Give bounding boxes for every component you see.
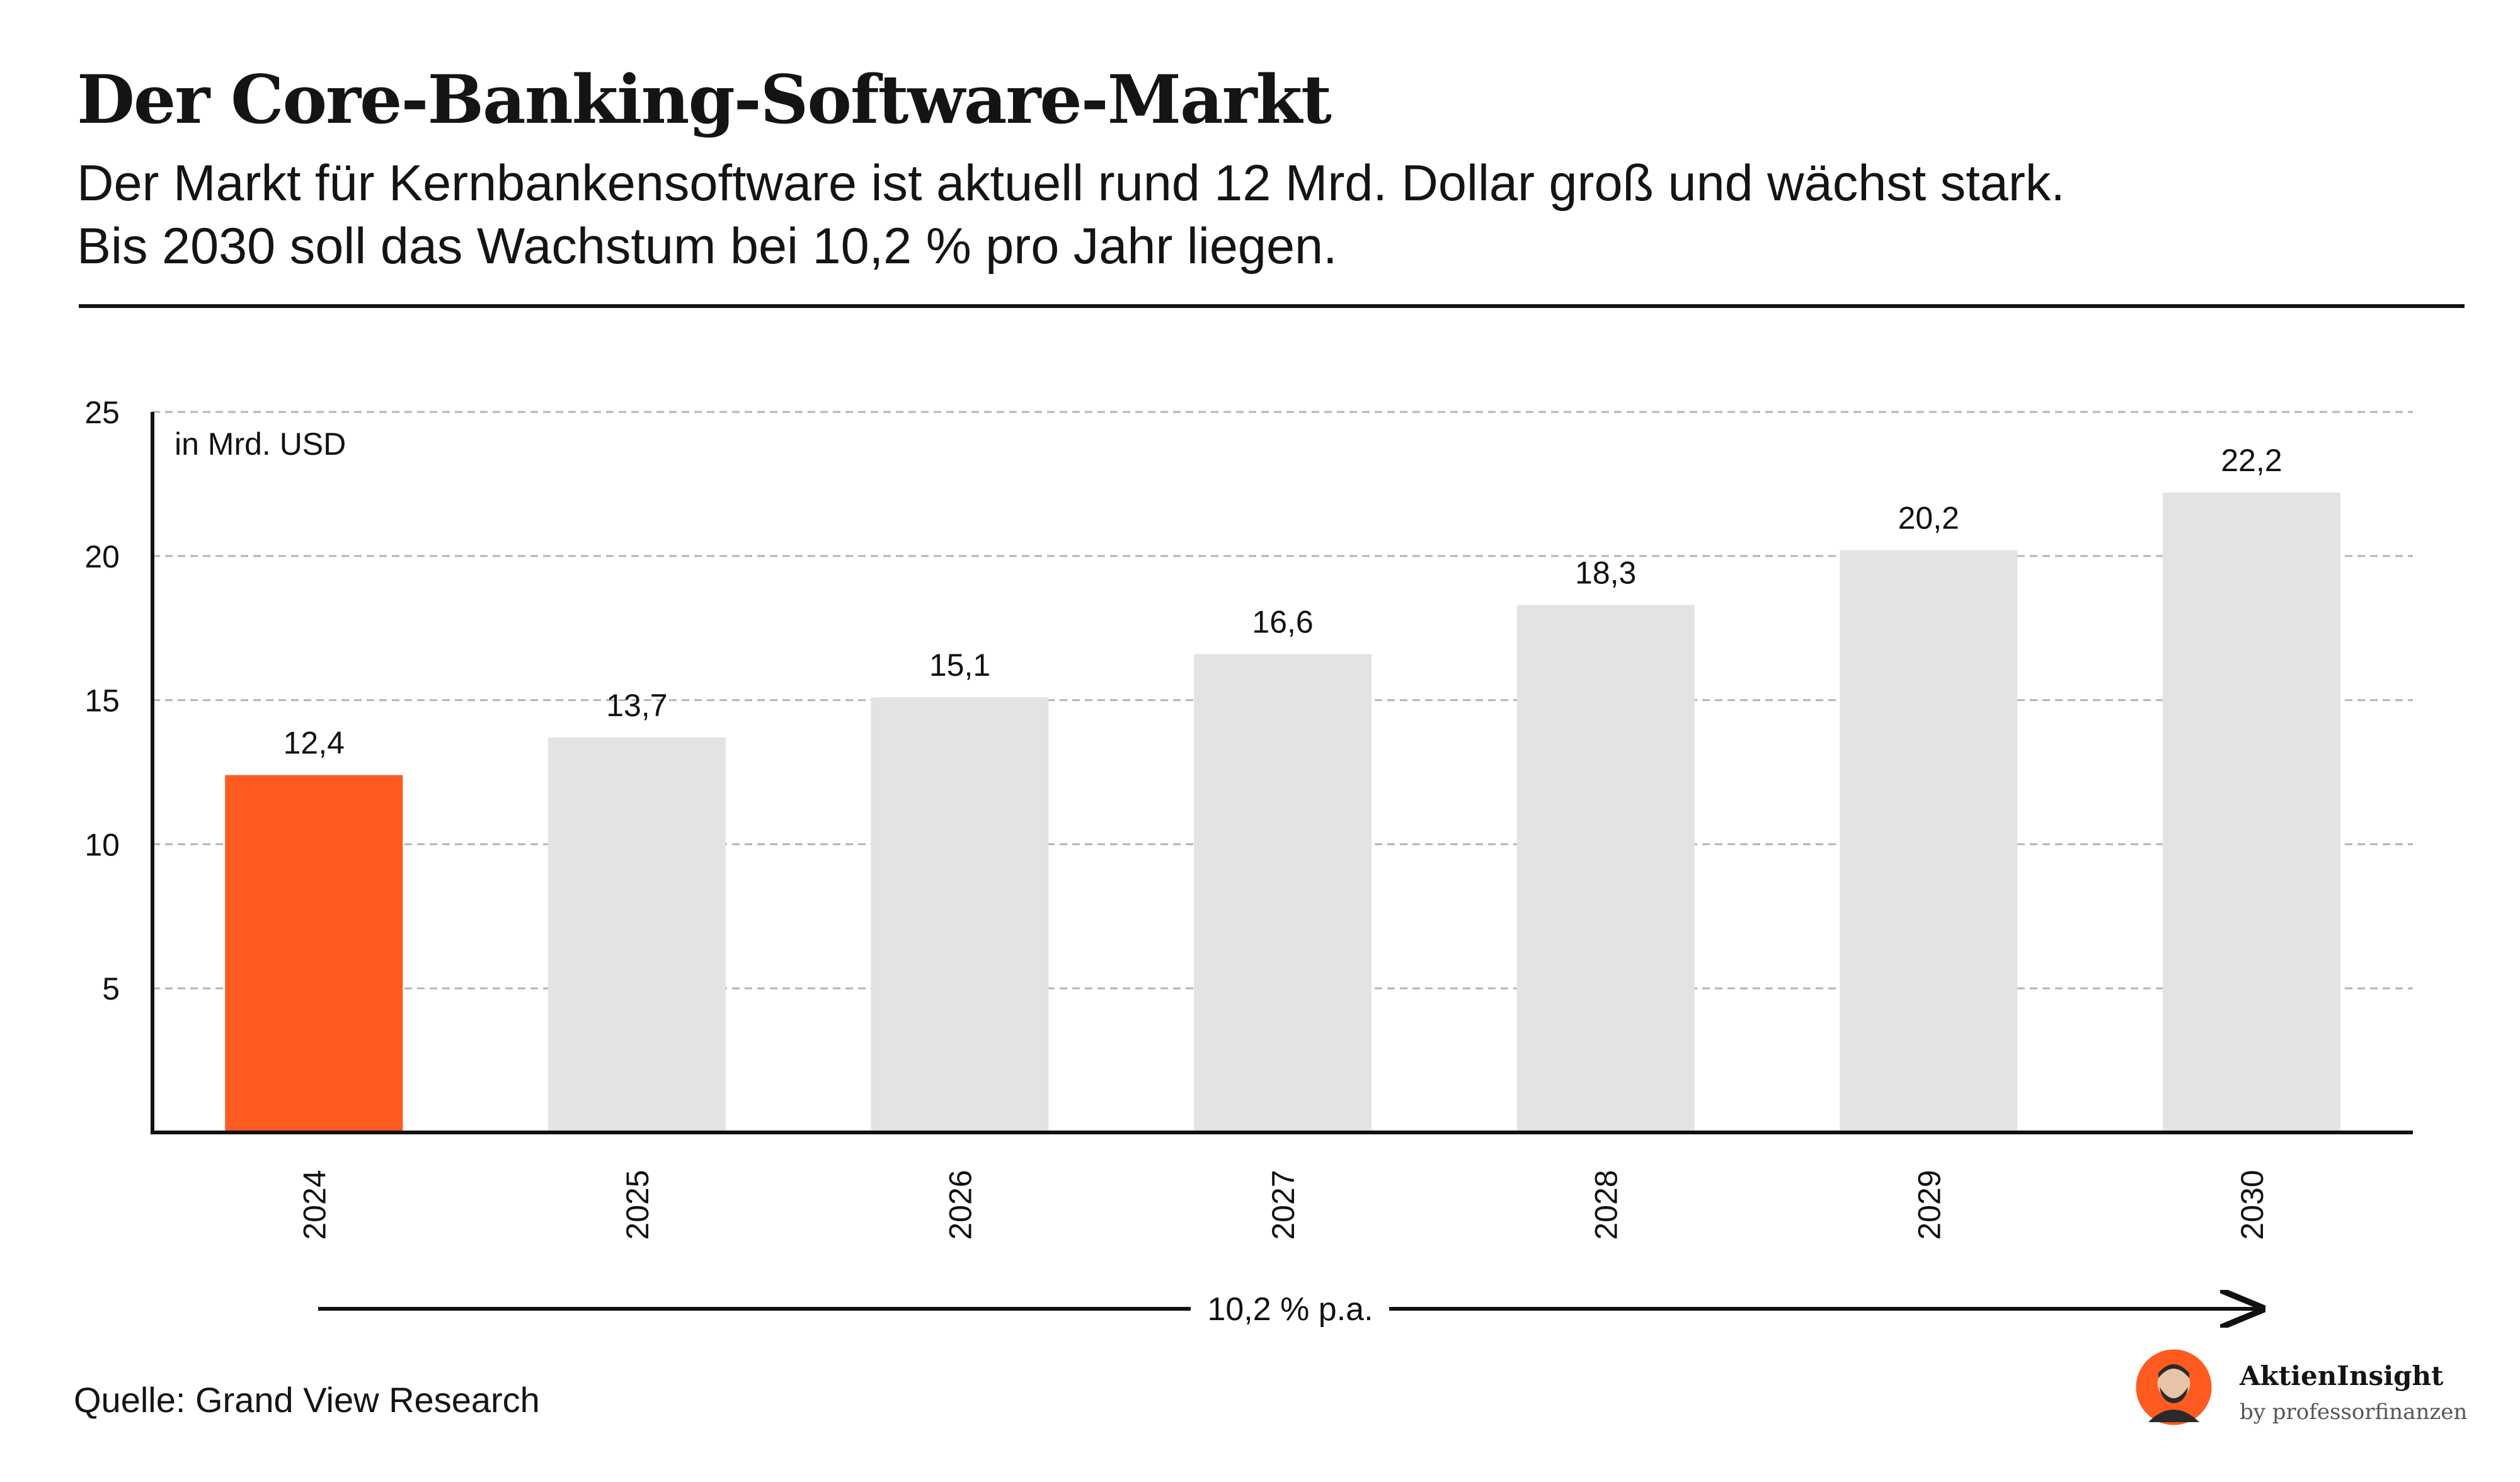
x-tick-label: 2026 — [943, 1170, 978, 1240]
value-label: 20,2 — [1898, 501, 1959, 536]
y-tick-label: 10 — [84, 827, 120, 862]
axes — [151, 412, 2413, 1134]
source-note: Quelle: Grand View Research — [74, 1380, 540, 1420]
value-label: 13,7 — [606, 688, 667, 723]
chart-title: Der Core-Banking-Software-Markt — [77, 60, 1332, 139]
x-tick-label: 2029 — [1911, 1170, 1947, 1240]
y-tick-label: 15 — [84, 683, 120, 719]
grid-lines — [152, 411, 2413, 989]
bar-2026 — [871, 697, 1049, 1132]
value-label: 12,4 — [284, 726, 345, 761]
value-label: 16,6 — [1252, 604, 1313, 639]
header-divider — [79, 304, 2465, 308]
bar-2030 — [2162, 493, 2340, 1132]
chart-subtitle-line-2: Bis 2030 soll das Wachstum bei 10,2 % pr… — [77, 218, 1337, 275]
bar-2027 — [1194, 654, 1372, 1132]
x-tick-label: 2027 — [1266, 1170, 1301, 1240]
chart-subtitle-line-1: Der Markt für Kernbankensoftware ist akt… — [77, 155, 2065, 212]
brand-name: AktienInsight — [2240, 1360, 2444, 1391]
x-tick-label: 2028 — [1589, 1170, 1624, 1240]
x-tick-label: 2024 — [297, 1170, 332, 1240]
y-tick-label: 25 — [84, 395, 120, 430]
x-tick-labels: 2024 2025 2026 2027 2028 2029 2030 — [297, 1170, 2270, 1240]
unit-label: in Mrd. USD — [175, 426, 346, 462]
value-label: 18,3 — [1575, 556, 1636, 591]
brand-tagline: by professorfinanzen — [2240, 1399, 2468, 1425]
x-tick-label: 2030 — [2235, 1170, 2270, 1240]
y-tick-label: 20 — [84, 539, 120, 574]
x-tick-label: 2025 — [620, 1170, 655, 1240]
value-label: 22,2 — [2221, 443, 2282, 478]
y-tick-labels: 5 10 15 20 25 — [84, 395, 120, 1006]
bar-2028 — [1516, 605, 1695, 1132]
growth-annotation: 10,2 % p.a. — [1207, 1291, 1373, 1328]
y-tick-label: 5 — [102, 971, 120, 1006]
bars — [225, 493, 2340, 1132]
bar-2024 — [225, 775, 403, 1132]
avatar-icon — [2136, 1349, 2212, 1425]
value-label: 15,1 — [929, 647, 990, 683]
value-labels: 12,4 13,7 15,1 16,6 18,3 20,2 22,2 — [284, 443, 2282, 760]
bar-2029 — [1840, 550, 2018, 1132]
bar-2025 — [547, 738, 726, 1132]
